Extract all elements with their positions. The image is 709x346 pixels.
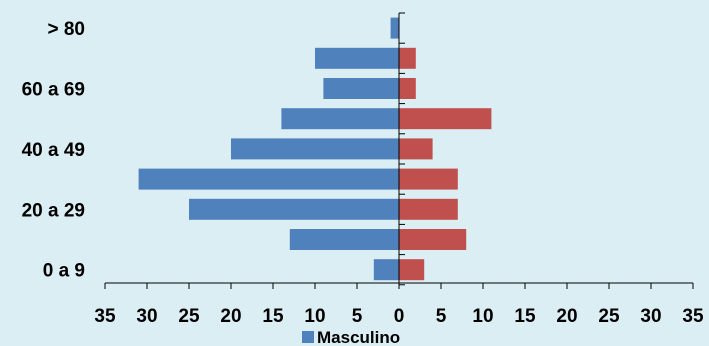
bar-left-40-a-49 [231,138,399,160]
x-tick-label: 30 [136,306,157,327]
x-tick-label: 35 [94,306,116,327]
x-tick-label: 10 [472,306,493,327]
category-label-80: > 80 [47,19,85,40]
bar-right-50-a-59 [399,108,492,130]
x-tick-label: 15 [514,306,536,327]
category-label-0-a-9: 0 a 9 [43,261,85,282]
x-tick-label: 30 [640,306,661,327]
bar-left-20-a-29 [189,198,399,220]
x-tick-label: 10 [304,306,325,327]
category-labels: 0 a 9 20 a 29 40 a 49 60 a 69 > 80 [22,19,85,282]
bars-layer [138,17,492,281]
x-tick-label: 5 [436,306,447,327]
bar-left-30-a-39 [138,168,399,190]
x-tick-label: 25 [598,306,620,327]
legend: Masculino [302,328,400,346]
bar-right-40-a-49 [399,138,433,160]
category-label-60-a-69: 60 a 69 [22,80,85,101]
bar-left-50-a-59 [281,108,399,130]
bar-left-70-a-79 [315,47,399,69]
bar-right-0-a-9 [399,259,425,281]
bar-right-10-a-19 [399,229,467,250]
legend-swatch-masculino [302,331,314,343]
axis-layer [104,12,694,289]
x-tick-label: 35 [682,306,704,327]
x-tick-label: 0 [394,306,405,327]
bar-left-80 [390,17,399,39]
bar-right-60-a-69 [399,78,416,99]
x-tick-labels: 35 30 25 20 15 10 5 0 5 10 15 20 25 30 35 [94,306,704,327]
bar-left-0-a-9 [373,259,399,281]
x-tick-label: 20 [556,306,577,327]
x-tick-label: 5 [352,306,363,327]
x-tick-label: 25 [178,306,200,327]
bar-right-30-a-39 [399,168,458,190]
bar-left-10-a-19 [289,229,399,250]
bar-right-70-a-79 [399,47,416,69]
category-label-40-a-49: 40 a 49 [22,140,85,161]
bar-left-60-a-69 [323,78,399,99]
category-label-20-a-29: 20 a 29 [22,200,85,221]
x-tick-label: 15 [262,306,284,327]
bar-right-20-a-29 [399,198,458,220]
legend-label-masculino: Masculino [317,328,400,346]
x-tick-label: 20 [220,306,241,327]
